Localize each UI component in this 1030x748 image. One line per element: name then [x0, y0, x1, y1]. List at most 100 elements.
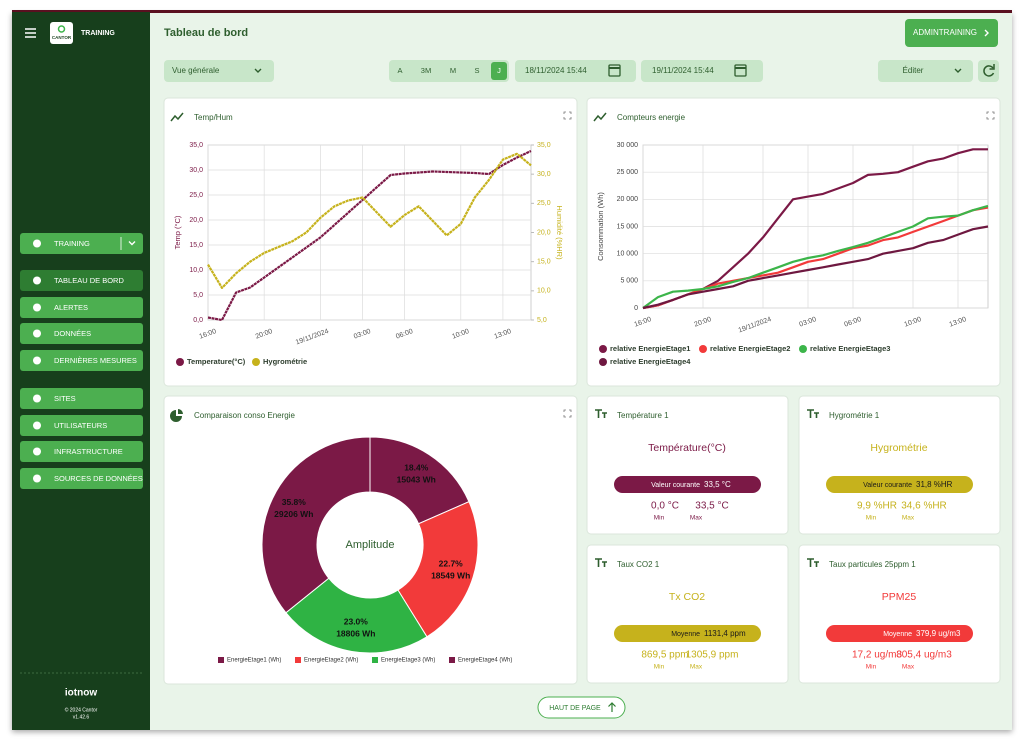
- slice-percent: 23.0%: [344, 617, 369, 627]
- text-icon: [807, 558, 819, 567]
- y2-tick-label: 20,0: [537, 229, 551, 236]
- period-button[interactable]: J: [497, 66, 501, 75]
- y-tick-label: 5 000: [620, 278, 638, 285]
- pie-icon: [170, 409, 183, 422]
- refresh-icon: [983, 65, 995, 77]
- menu-item[interactable]: [20, 270, 143, 291]
- badge-value: 379,9 ug/m3: [916, 629, 961, 638]
- card-min-label: Min: [866, 515, 877, 522]
- edit-label: Éditer: [903, 66, 924, 75]
- card-min-label: Min: [654, 515, 665, 522]
- menu-item[interactable]: [20, 233, 143, 254]
- series-line: [642, 225, 989, 310]
- period-button[interactable]: A: [397, 66, 402, 75]
- y-tick-label: 0: [634, 305, 638, 312]
- text-icon: [807, 409, 819, 418]
- badge-label: Valeur courante: [651, 482, 700, 489]
- y-tick-label: 30 000: [617, 142, 639, 149]
- line-icon: [593, 112, 607, 122]
- card-max: 1305,9 ppm: [686, 650, 739, 661]
- chart-title: Temp/Hum: [194, 113, 233, 122]
- legend-swatch: [699, 345, 707, 353]
- series-line: [642, 204, 989, 309]
- text-icon: [595, 558, 607, 567]
- back-to-top-label: HAUT DE PAGE: [549, 705, 601, 712]
- pie-slice: [285, 577, 428, 654]
- card-max: 805,4 ug/m3: [896, 650, 952, 661]
- menu-label: TABLEAU DE BORD: [54, 276, 124, 285]
- panel: [798, 395, 1001, 535]
- brand: TRAINING: [81, 30, 115, 37]
- legend-label: EnergieEtage3 (Wh): [381, 658, 435, 664]
- panel: [586, 544, 789, 684]
- user-button[interactable]: [905, 19, 998, 47]
- legend-label: EnergieEtage1 (Wh): [227, 658, 281, 664]
- card-title: Hygrométrie 1: [829, 411, 880, 420]
- series-line: [207, 152, 532, 289]
- legend-swatch: [372, 657, 378, 663]
- card-min-label: Min: [654, 664, 665, 671]
- menu-item[interactable]: [20, 415, 143, 436]
- badge-value: 33,5 °C: [704, 480, 731, 489]
- legend-label: relative EnergieEtage4: [610, 357, 691, 366]
- card-max-label: Max: [690, 664, 703, 671]
- edit-select[interactable]: [878, 60, 973, 82]
- legend-swatch: [176, 358, 184, 366]
- menu-icon: [33, 356, 41, 365]
- card-label: PPM25: [882, 591, 917, 603]
- expand-icon[interactable]: [563, 111, 572, 120]
- pie-center-label: Amplitude: [346, 539, 395, 551]
- card-label: Hygrométrie: [870, 442, 927, 454]
- refresh-button[interactable]: [978, 60, 999, 82]
- period-button[interactable]: 3M: [421, 66, 431, 75]
- slice-value: 18806 Wh: [336, 629, 375, 639]
- menu-item[interactable]: [20, 468, 143, 489]
- y2-tick-label: 15,0: [537, 259, 551, 266]
- menu-item[interactable]: [20, 323, 143, 344]
- y-tick-label: 30,0: [189, 167, 203, 174]
- end-date[interactable]: [641, 60, 763, 82]
- period-button[interactable]: M: [450, 66, 456, 75]
- expand-icon[interactable]: [563, 409, 572, 418]
- card-max-label: Max: [902, 515, 915, 522]
- menu-label: UTILISATEURS: [54, 421, 107, 430]
- legend-swatch: [799, 345, 807, 353]
- line-icon: [170, 112, 184, 122]
- y-tick-label: 20 000: [617, 196, 639, 203]
- copyright: © 2024 Cantor: [65, 706, 98, 713]
- panel: [163, 395, 578, 685]
- start-date[interactable]: [515, 60, 636, 82]
- period-button[interactable]: S: [474, 66, 479, 75]
- card-min: 17,2 ug/m3: [852, 650, 902, 661]
- back-to-top[interactable]: [537, 696, 626, 719]
- menu-label: INFRASTRUCTURE: [54, 447, 123, 456]
- view-select[interactable]: [164, 60, 274, 82]
- menu-item[interactable]: [20, 388, 143, 409]
- badge-label: Moyenne: [671, 631, 700, 638]
- period-group: [389, 60, 509, 82]
- logo-box: [50, 22, 73, 44]
- menu-label: DERNIÈRES MESURES: [54, 356, 137, 365]
- y-tick-label: 25,0: [189, 192, 203, 199]
- badge-label: Valeur courante: [863, 482, 912, 489]
- y-tick-label: 25 000: [617, 169, 639, 176]
- card-min: 869,5 ppm: [641, 650, 688, 661]
- menu-item[interactable]: [20, 297, 143, 318]
- card-min: 9,9 %HR: [857, 501, 897, 512]
- badge-value: 1131,4 ppm: [704, 629, 746, 638]
- chart-title: Compteurs energie: [617, 113, 686, 122]
- calendar-icon: [608, 64, 621, 77]
- card-max-label: Max: [902, 664, 915, 671]
- y-tick-label: 10 000: [617, 251, 639, 258]
- menu-item[interactable]: [20, 350, 143, 371]
- y-tick-label: 5,0: [193, 292, 203, 299]
- menu-label: SOURCES DE DONNÉES: [54, 474, 143, 483]
- legend-label: EnergieEtage2 (Wh): [304, 658, 358, 664]
- menu-icon: [33, 447, 41, 456]
- expand-icon[interactable]: [986, 111, 995, 120]
- chevron: [254, 68, 262, 73]
- menu-label: TRAINING: [54, 239, 90, 248]
- y2-tick-label: 35,0: [537, 142, 551, 149]
- menu-item[interactable]: [20, 441, 143, 462]
